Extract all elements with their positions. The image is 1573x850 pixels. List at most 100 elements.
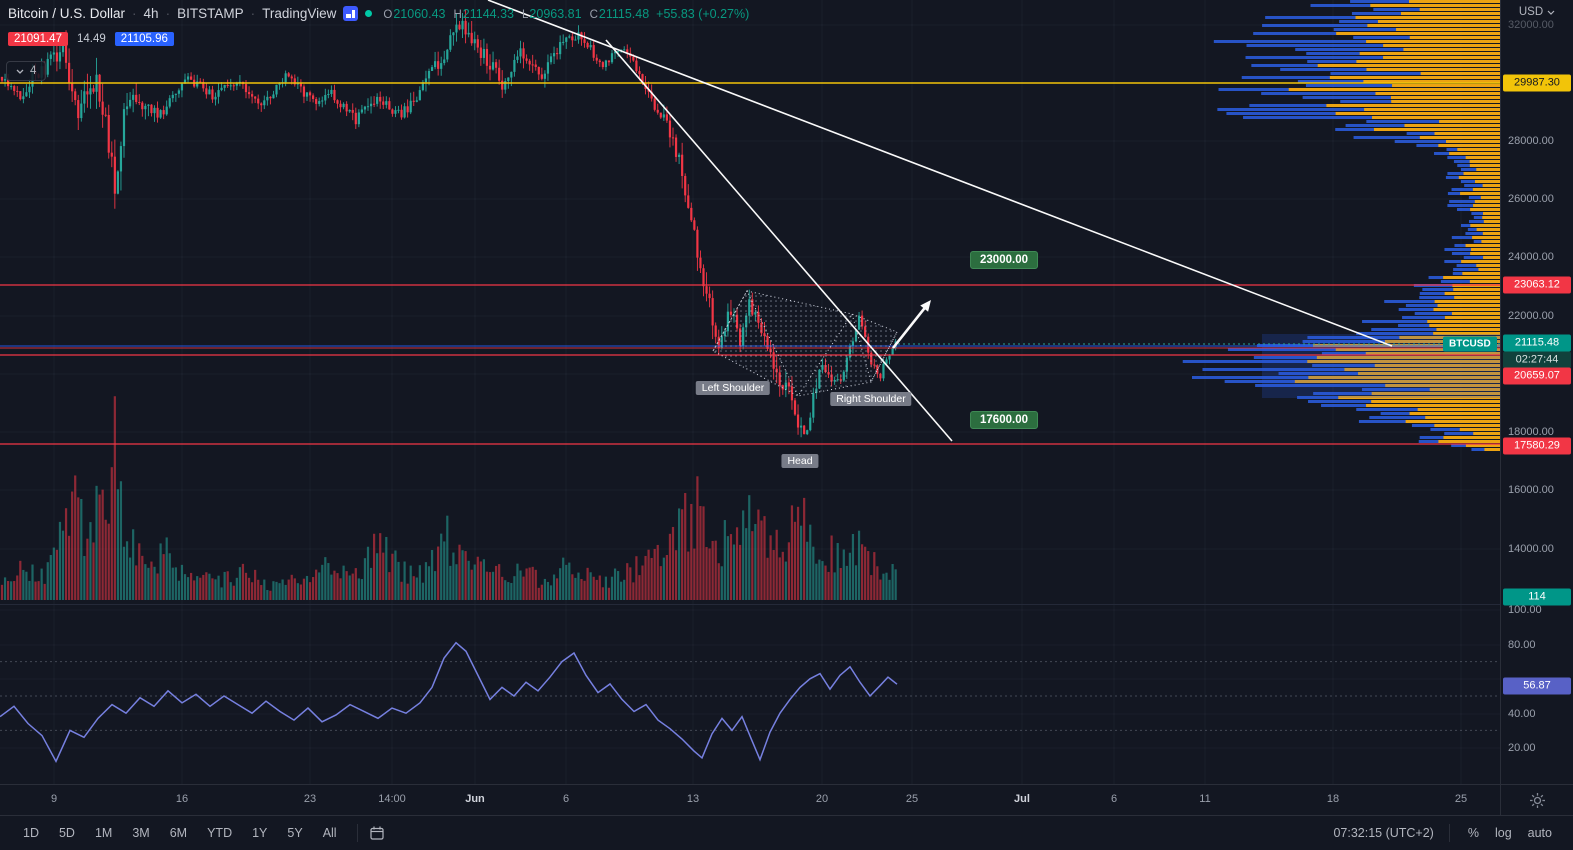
time-label: 25 xyxy=(1454,793,1468,805)
range-button-ytd[interactable]: YTD xyxy=(198,823,241,843)
rsi-indicator xyxy=(0,604,1500,764)
time-label: 23 xyxy=(303,793,317,805)
trend-lines[interactable] xyxy=(487,0,1393,442)
toolbar-item-log[interactable]: log xyxy=(1488,823,1519,843)
range-button-3m[interactable]: 3M xyxy=(123,823,158,843)
rsi-value-badge: 56.87 xyxy=(1503,677,1571,695)
range-button-1y[interactable]: 1Y xyxy=(243,823,276,843)
date-range-group: 1D 5D 1M 3M 6M YTD 1Y 5Y All xyxy=(14,823,385,843)
volume-bars xyxy=(0,396,897,600)
time-label: 11 xyxy=(1199,793,1211,805)
bottom-toolbar: 1D 5D 1M 3M 6M YTD 1Y 5Y All 07:32:15 (UTC+2) % l… xyxy=(0,815,1573,850)
price-tick: 22000.00 xyxy=(1508,310,1554,322)
price-chart-svg[interactable] xyxy=(0,0,1500,784)
chart-row: Bitcoin / U.S. Dollar · 4h · BITSTAMP · Tradin… xyxy=(0,0,1573,784)
price-tick: 16000.00 xyxy=(1508,484,1554,496)
ohlc-value: 21115.48 xyxy=(598,6,650,21)
currency-label: USD xyxy=(1518,6,1544,18)
red-line-price-badge: 17580.29 xyxy=(1503,437,1571,455)
go-to-date-icon[interactable] xyxy=(369,825,385,841)
last-price-badge: 21115.48 xyxy=(1503,334,1571,352)
bar-countdown-badge: 02:27:44 xyxy=(1503,351,1571,368)
price-tick: 20.00 xyxy=(1508,742,1536,754)
separator: · xyxy=(132,6,137,21)
ohlc-value: 20963.81 xyxy=(529,6,582,21)
price-tick: 28000.00 xyxy=(1508,135,1554,147)
triangle-pattern-drawing[interactable] xyxy=(712,289,898,398)
chevron-down-icon xyxy=(1547,10,1555,15)
target-price-label[interactable]: 23000.00 xyxy=(970,251,1038,269)
pattern-label[interactable]: Right Shoulder xyxy=(830,392,912,406)
divider xyxy=(1448,824,1450,842)
price-tick: 40.00 xyxy=(1508,708,1536,720)
ohlc-pair: H21144.33 xyxy=(453,7,514,21)
time-axis[interactable]: 9 16 23 14:00 Jun 6 13 20 25 Jul 6 11 18 25 xyxy=(0,785,1500,815)
platform-label: TradingView xyxy=(262,6,337,21)
drawing-values-row: 21091.47 14.49 21105.96 xyxy=(8,32,174,46)
range-button-1m[interactable]: 1M xyxy=(86,823,121,843)
target-price-label[interactable]: 17600.00 xyxy=(970,411,1038,429)
ohlc-label: O xyxy=(383,8,393,21)
range-button-6m[interactable]: 6M xyxy=(161,823,196,843)
time-axis-row: 9 16 23 14:00 Jun 6 13 20 25 Jul 6 11 18 25 xyxy=(0,784,1573,815)
indicator-value-label: 14.49 xyxy=(76,33,106,45)
separator: · xyxy=(250,6,256,21)
time-label: 6 xyxy=(562,793,570,805)
ohlc-label: H xyxy=(453,8,462,21)
ohlc-value: 21060.43 xyxy=(393,6,446,21)
time-label: 20 xyxy=(815,793,829,805)
separator: · xyxy=(165,6,171,21)
toolbar-item-auto[interactable]: auto xyxy=(1521,823,1559,843)
range-button-all[interactable]: All xyxy=(314,823,346,843)
ohlc-pair: O21060.43 xyxy=(383,7,445,21)
time-label: Jun xyxy=(465,793,485,805)
volume-value-badge: 114 xyxy=(1503,588,1571,606)
price-tick: 14000.00 xyxy=(1508,543,1554,555)
toolbar-item-percent[interactable]: % xyxy=(1461,823,1486,843)
price-tick: 100.00 xyxy=(1508,604,1542,616)
ohlc-label: L xyxy=(522,8,529,21)
ohlc-label: C xyxy=(589,8,598,21)
price-scale-axis[interactable]: USD 32000.00 28000.00 26000.00 24000.00 2200… xyxy=(1500,0,1573,784)
red-line-price-badge: 20659.07 xyxy=(1503,367,1571,385)
ohlc-pair: L20963.81 xyxy=(522,7,582,21)
price-tick: 24000.00 xyxy=(1508,251,1554,263)
time-label: 6 xyxy=(1110,793,1118,805)
chevron-down-icon xyxy=(16,69,24,74)
symbol-header: Bitcoin / U.S. Dollar · 4h · BITSTAMP · Tradin… xyxy=(8,6,749,21)
time-label: 16 xyxy=(175,793,189,805)
range-button-5d[interactable]: 5D xyxy=(50,823,84,843)
divider xyxy=(356,824,358,842)
chart-canvas[interactable]: Bitcoin / U.S. Dollar · 4h · BITSTAMP · Tradin… xyxy=(0,0,1500,784)
time-label: 18 xyxy=(1326,793,1340,805)
clock-label[interactable]: 07:32:15 (UTC+2) xyxy=(1333,826,1434,840)
time-label: 9 xyxy=(50,793,58,805)
legend-count: 4 xyxy=(30,65,37,77)
ohlc-values: O21060.43 H21144.33 L20963.81 C21115.48 xyxy=(383,7,649,21)
btcusd-price-line-tag: BTCUSD xyxy=(1443,336,1497,352)
yellow-line-price-badge: 29987.30 xyxy=(1503,74,1571,92)
change-value: +55.83 (+0.27%) xyxy=(656,6,750,21)
time-label: 13 xyxy=(686,793,700,805)
ohlc-pair: C21115.48 xyxy=(590,7,650,21)
market-status-dot xyxy=(365,10,373,17)
legend-collapse-button[interactable]: 4 xyxy=(6,61,47,81)
scale-settings-group: 07:32:15 (UTC+2) % log auto xyxy=(1333,823,1559,843)
price-tick: 18000.00 xyxy=(1508,426,1554,438)
currency-selector[interactable]: USD xyxy=(1501,6,1573,18)
axis-corner xyxy=(1500,785,1573,815)
price-tick: 32000.00 xyxy=(1508,19,1554,31)
exchange-label[interactable]: BITSTAMP xyxy=(177,6,244,21)
pattern-label[interactable]: Left Shoulder xyxy=(695,381,771,395)
pattern-label[interactable]: Head xyxy=(781,454,819,468)
symbol-button[interactable]: Bitcoin / U.S. Dollar xyxy=(8,6,126,21)
time-label: 25 xyxy=(905,793,919,805)
time-label: 14:00 xyxy=(378,793,406,805)
red-line-value-badge: 21091.47 xyxy=(8,32,68,46)
red-line-price-badge: 23063.12 xyxy=(1503,276,1571,294)
range-button-5y[interactable]: 5Y xyxy=(278,823,311,843)
range-button-1d[interactable]: 1D xyxy=(14,823,48,843)
chart-settings-gear-icon[interactable] xyxy=(1529,792,1546,809)
interval-button[interactable]: 4h xyxy=(143,6,159,21)
